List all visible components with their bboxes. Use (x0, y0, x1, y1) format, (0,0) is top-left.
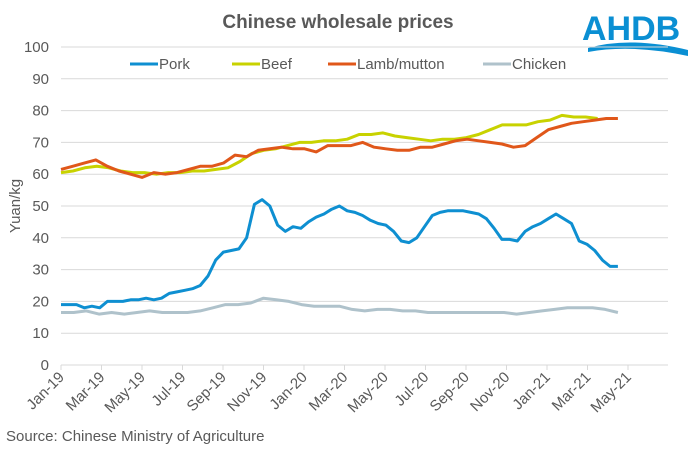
legend-label: Lamb/mutton (357, 56, 445, 73)
y-tick-label: 70 (32, 134, 49, 151)
legend-item: Pork (130, 56, 190, 73)
y-axis-label: Yuan/kg (7, 179, 24, 233)
gridlines (61, 46, 668, 366)
y-tick-label: 80 (32, 103, 49, 120)
series-line-pork (61, 198, 618, 310)
y-tick-label: 20 (32, 293, 49, 310)
y-tick-label: 50 (32, 198, 49, 215)
legend-item: Beef (232, 56, 293, 73)
chart-title: Chinese wholesale prices (222, 12, 453, 33)
x-tick-label: Sep-20 (427, 369, 473, 415)
x-tick-label: Jan-19 (23, 369, 67, 413)
legend-item: Lamb/mutton (328, 56, 445, 73)
x-tick-label: May-21 (587, 369, 634, 416)
legend-label: Pork (159, 56, 190, 73)
y-tick-label: 0 (41, 357, 49, 374)
logo-text: AHDB (582, 10, 680, 48)
x-tick-label: Nov-19 (224, 369, 270, 415)
x-tick-label: Nov-20 (467, 369, 513, 415)
x-tick-label: Sep-19 (184, 369, 230, 415)
legend-label: Chicken (512, 56, 566, 73)
series-line-lamb-mutton (60, 117, 618, 179)
source-note: Source: Chinese Ministry of Agriculture (6, 428, 265, 445)
legend: Pork Beef Lamb/mutton Chicken (130, 56, 566, 73)
y-tick-label: 30 (32, 262, 49, 279)
series-line-chicken (61, 296, 619, 316)
x-tick-label: Jan-21 (509, 369, 553, 413)
y-tick-label: 60 (32, 166, 49, 183)
series-lines (60, 113, 619, 316)
legend-item: Chicken (483, 56, 566, 73)
y-tick-label: 40 (32, 230, 49, 247)
x-tick-label: May-20 (344, 369, 391, 416)
x-tick-label: May-19 (101, 369, 148, 416)
x-tick-label: Mar-20 (306, 369, 352, 415)
y-tick-label: 90 (32, 71, 49, 88)
x-tick-label: Mar-19 (63, 369, 109, 415)
logo-wave-icon (588, 42, 688, 56)
x-tick-label: Mar-21 (549, 369, 595, 415)
y-axis-ticks: 0 10 20 30 40 50 60 70 80 90 100 (24, 39, 49, 374)
ahdb-logo: AHDB (582, 10, 688, 56)
x-tick-label: Jan-20 (266, 369, 310, 413)
legend-label: Beef (261, 56, 293, 73)
y-tick-label: 100 (24, 39, 49, 56)
y-tick-label: 10 (32, 325, 49, 342)
